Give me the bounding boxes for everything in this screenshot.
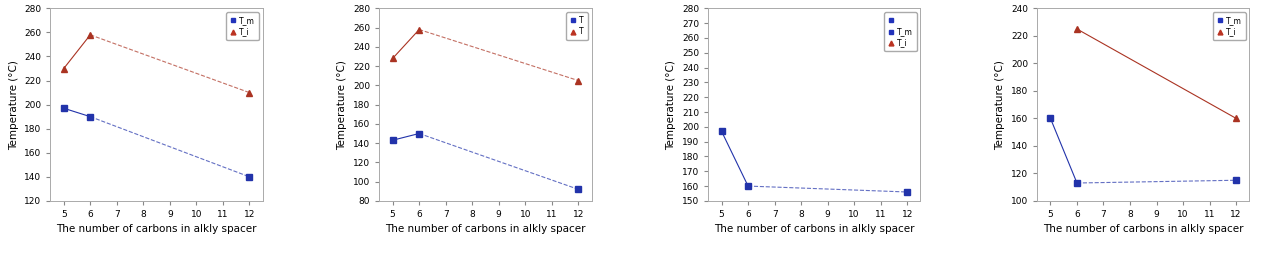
- X-axis label: The number of carbons in alkly spacer: The number of carbons in alkly spacer: [385, 225, 586, 234]
- Y-axis label: Temperature (°C): Temperature (°C): [337, 60, 347, 150]
- Y-axis label: Temperature (°C): Temperature (°C): [996, 60, 1006, 150]
- X-axis label: The number of carbons in alkly spacer: The number of carbons in alkly spacer: [1042, 225, 1243, 234]
- X-axis label: The number of carbons in alkly spacer: The number of carbons in alkly spacer: [57, 225, 257, 234]
- Legend: , T_m, T_i: , T_m, T_i: [883, 12, 916, 51]
- Legend: T, T: T, T: [567, 12, 588, 40]
- Y-axis label: Temperature (°C): Temperature (°C): [9, 60, 19, 150]
- Legend: T_m, T_i: T_m, T_i: [1213, 12, 1246, 40]
- X-axis label: The number of carbons in alkly spacer: The number of carbons in alkly spacer: [714, 225, 915, 234]
- Y-axis label: Temperature (°C): Temperature (°C): [666, 60, 676, 150]
- Legend: T_m, T_i: T_m, T_i: [226, 12, 259, 40]
